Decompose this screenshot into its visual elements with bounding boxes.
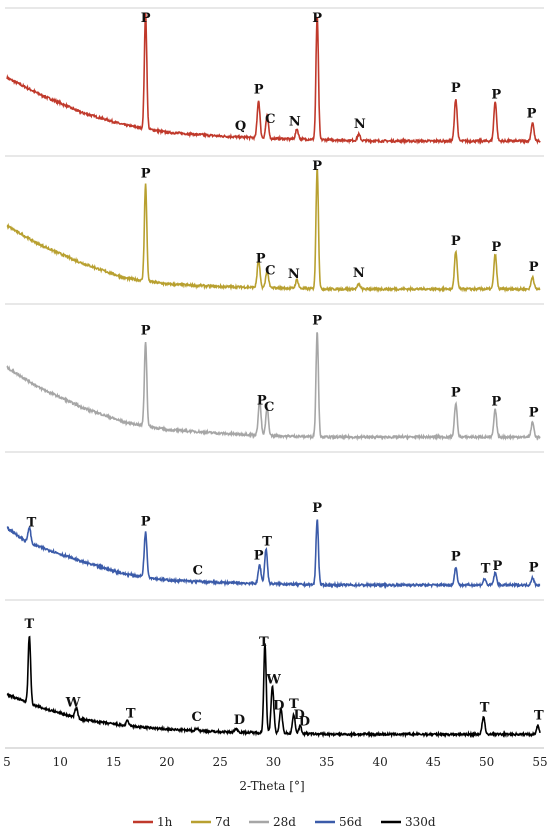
legend-label: 56d — [339, 815, 362, 829]
peak-label: P — [257, 393, 267, 408]
peak-label: P — [312, 159, 322, 174]
peak-label: D — [273, 698, 284, 713]
series-line-28d — [6, 332, 541, 442]
peak-label: P — [451, 234, 461, 249]
series-line-330d — [6, 635, 541, 739]
peak-label: P — [529, 406, 539, 421]
x-axis-title: 2-Theta [°] — [239, 779, 304, 793]
peak-label: C — [264, 400, 274, 415]
peak-label: T — [289, 697, 299, 712]
x-tick-label: 35 — [319, 755, 334, 769]
peak-label: P — [312, 501, 322, 516]
peak-label: T — [126, 706, 136, 721]
peak-label: P — [141, 324, 151, 339]
x-tick-label: 50 — [479, 755, 494, 769]
peak-label: T — [480, 701, 490, 716]
x-tick-label: 25 — [213, 755, 228, 769]
peak-label: P — [254, 549, 264, 564]
peak-label: T — [259, 635, 269, 650]
peak-label: C — [265, 112, 275, 127]
peak-label: P — [451, 386, 461, 401]
peak-label: P — [256, 252, 266, 267]
x-tick-label: 55 — [532, 755, 547, 769]
legend-label: 330d — [405, 815, 436, 829]
peak-label: N — [288, 267, 300, 282]
peak-label: P — [527, 106, 537, 121]
peak-label: P — [141, 514, 151, 529]
x-tick-label: 45 — [426, 755, 441, 769]
peak-label: C — [193, 564, 203, 579]
peak-label: P — [254, 83, 264, 98]
peak-label: D — [299, 715, 310, 730]
peak-label: T — [262, 535, 272, 550]
chart-legend: 1h 7d 28d 56d 330d — [133, 815, 436, 829]
peak-label: P — [141, 166, 151, 181]
peak-label: P — [312, 313, 322, 328]
peak-label: Q — [235, 119, 246, 134]
peak-label: N — [354, 117, 366, 132]
peak-label: T — [534, 709, 544, 724]
x-tick-label: 15 — [106, 755, 121, 769]
peak-label: P — [491, 88, 501, 103]
x-tick-label: 5 — [3, 755, 11, 769]
peak-label: P — [529, 260, 539, 275]
peak-label: P — [451, 550, 461, 565]
chart-series-lines — [6, 12, 541, 739]
series-line-1h — [6, 12, 541, 146]
peak-label: W — [265, 673, 281, 688]
x-tick-label: 30 — [266, 755, 281, 769]
peak-label: P — [493, 559, 503, 574]
peak-label: C — [192, 710, 202, 725]
x-tick-label: 10 — [53, 755, 68, 769]
series-line-56d — [6, 519, 541, 590]
x-tick-label: 40 — [372, 755, 387, 769]
peak-label: N — [289, 115, 301, 130]
peak-label: C — [265, 263, 275, 278]
x-axis: 5 10 15 20 25 30 35 40 45 50 55 — [3, 747, 548, 769]
peak-label: D — [234, 713, 245, 728]
peak-label: T — [25, 617, 35, 632]
peak-label: P — [312, 11, 322, 26]
legend-label: 28d — [273, 815, 296, 829]
peak-label: D — [293, 708, 304, 723]
legend-label: 7d — [215, 815, 231, 829]
peak-label: P — [529, 560, 539, 575]
peak-label: P — [451, 81, 461, 96]
legend-label: 1h — [157, 815, 173, 829]
peak-label: T — [27, 516, 37, 531]
x-tick-label: 20 — [159, 755, 174, 769]
peak-label: P — [491, 240, 501, 255]
peak-label: W — [65, 695, 81, 710]
peak-label: P — [141, 11, 151, 26]
peak-label: N — [353, 266, 365, 281]
peak-label: P — [491, 395, 501, 410]
peak-label: T — [481, 562, 491, 577]
series-line-7d — [6, 168, 541, 294]
